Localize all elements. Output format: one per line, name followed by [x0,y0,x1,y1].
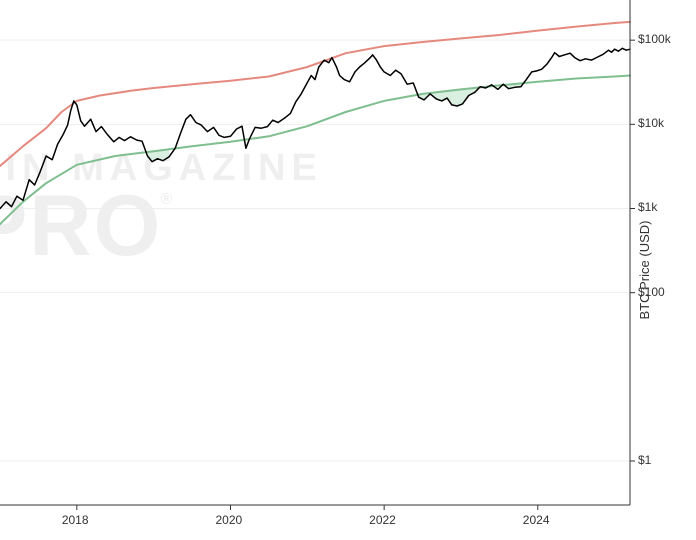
chart-svg [0,0,696,540]
y-tick-label: $10k [638,116,664,130]
y-tick-label: $1 [638,453,651,467]
chart-container: OIN MAGAZINE PRO® BTC Price (USD) $1$100… [0,0,696,540]
y-tick-label: $100k [638,32,671,46]
x-tick-label: 2018 [62,513,89,527]
y-tick-label: $1k [638,200,657,214]
y-tick-label: $100 [638,285,665,299]
x-tick-label: 2024 [523,513,550,527]
x-tick-label: 2022 [369,513,396,527]
x-tick-label: 2020 [215,513,242,527]
y-axis-label: BTC Price (USD) [637,221,652,320]
